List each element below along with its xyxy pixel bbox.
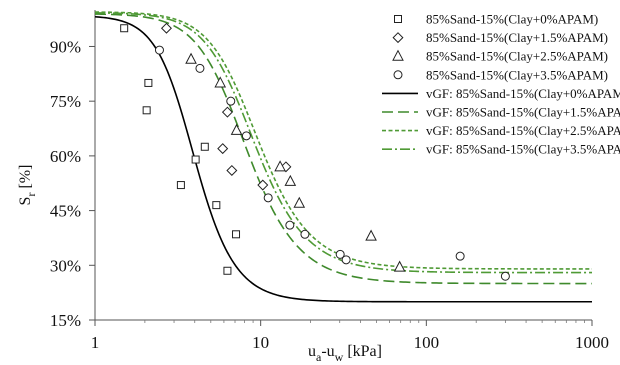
legend-item: vGF: 85%Sand-15%(Clay+1.5%APAM)	[382, 105, 620, 120]
y-axis-title: Sr [%]	[17, 165, 38, 206]
x-tick-label: 1	[91, 333, 100, 352]
legend-label: vGF: 85%Sand-15%(Clay+2.5%APAM)	[426, 123, 620, 138]
data-point-square	[223, 266, 232, 275]
data-point-circle	[341, 255, 351, 265]
y-tick-label: 90%	[50, 37, 81, 56]
data-point-circle	[500, 271, 510, 281]
x-axis-title: ua-uw [kPa]	[308, 343, 382, 364]
legend-label: vGF: 85%Sand-15%(Clay+0%APAM)	[426, 86, 620, 101]
data-point-diamond	[257, 179, 269, 191]
data-point-diamond	[217, 143, 229, 155]
data-point-triangle	[293, 196, 306, 208]
data-point-square	[212, 201, 221, 210]
x-tick-label: 100	[414, 333, 440, 352]
data-point-circle	[285, 220, 295, 230]
legend-item: vGF: 85%Sand-15%(Clay+0%APAM)	[382, 86, 620, 101]
data-point-circle	[154, 45, 164, 55]
legend-item: vGF: 85%Sand-15%(Clay+3.5%APAM)	[382, 142, 620, 157]
legend-label: 85%Sand-15%(Clay+0%APAM)	[426, 12, 598, 27]
data-point-triangle	[185, 52, 197, 64]
data-points	[120, 22, 510, 281]
data-point-triangle	[274, 160, 286, 172]
legend-item: 85%Sand-15%(Clay+1.5%APAM)	[392, 30, 608, 45]
data-point-triangle	[284, 174, 297, 186]
y-tick-label: 30%	[50, 256, 81, 275]
data-point-circle	[241, 131, 251, 141]
y-tick-label: 15%	[50, 311, 81, 330]
legend-label: 85%Sand-15%(Clay+2.5%APAM)	[426, 49, 608, 64]
legend-marker-triangle	[392, 49, 404, 61]
data-point-square	[191, 155, 200, 164]
legend-item: vGF: 85%Sand-15%(Clay+2.5%APAM)	[382, 123, 620, 138]
legend-item: 85%Sand-15%(Clay+0%APAM)	[394, 12, 598, 27]
fit-curve-long-dash	[94, 13, 592, 285]
fit-curve-solid	[94, 15, 592, 303]
data-point-circle	[195, 63, 205, 73]
data-point-circle	[300, 229, 310, 239]
data-point-diamond	[160, 22, 172, 34]
y-tick-label: 60%	[50, 147, 81, 166]
data-point-square	[142, 106, 151, 115]
data-point-square	[176, 181, 185, 190]
legend-marker-square	[394, 15, 402, 23]
legend-label: vGF: 85%Sand-15%(Clay+1.5%APAM)	[426, 105, 620, 120]
data-point-square	[120, 24, 129, 33]
data-point-square	[232, 230, 241, 239]
data-point-diamond	[221, 106, 233, 118]
data-point-triangle	[214, 76, 227, 88]
axes	[89, 10, 593, 326]
data-point-circle	[335, 249, 345, 259]
data-point-triangle	[393, 260, 406, 272]
legend-marker-circle	[393, 70, 403, 80]
legend-item: 85%Sand-15%(Clay+3.5%APAM)	[393, 67, 608, 82]
data-point-circle	[455, 251, 465, 261]
legend-label: 85%Sand-15%(Clay+3.5%APAM)	[426, 67, 608, 82]
y-tick-label: 75%	[50, 92, 81, 111]
data-point-diamond	[226, 164, 238, 176]
data-point-triangle	[230, 123, 243, 135]
legend-label: 85%Sand-15%(Clay+1.5%APAM)	[426, 30, 608, 45]
data-point-square	[144, 78, 153, 87]
legend-marker-diamond	[392, 32, 404, 44]
legend-item: 85%Sand-15%(Clay+2.5%APAM)	[392, 49, 608, 64]
legend-label: vGF: 85%Sand-15%(Clay+3.5%APAM)	[426, 142, 620, 157]
x-tick-label: 10	[252, 333, 269, 352]
data-point-triangle	[365, 229, 377, 241]
x-tick-label: 1000	[575, 333, 609, 352]
legend: 85%Sand-15%(Clay+0%APAM) 85%Sand-15%(Clay…	[382, 12, 620, 157]
y-tick-label: 45%	[50, 202, 81, 221]
data-point-circle	[263, 193, 273, 203]
data-point-square	[200, 142, 209, 151]
tick-labels: 1 10 100 1000 15% 30% 45% 60% 75% 90%	[50, 37, 609, 352]
data-point-circle	[226, 96, 236, 106]
